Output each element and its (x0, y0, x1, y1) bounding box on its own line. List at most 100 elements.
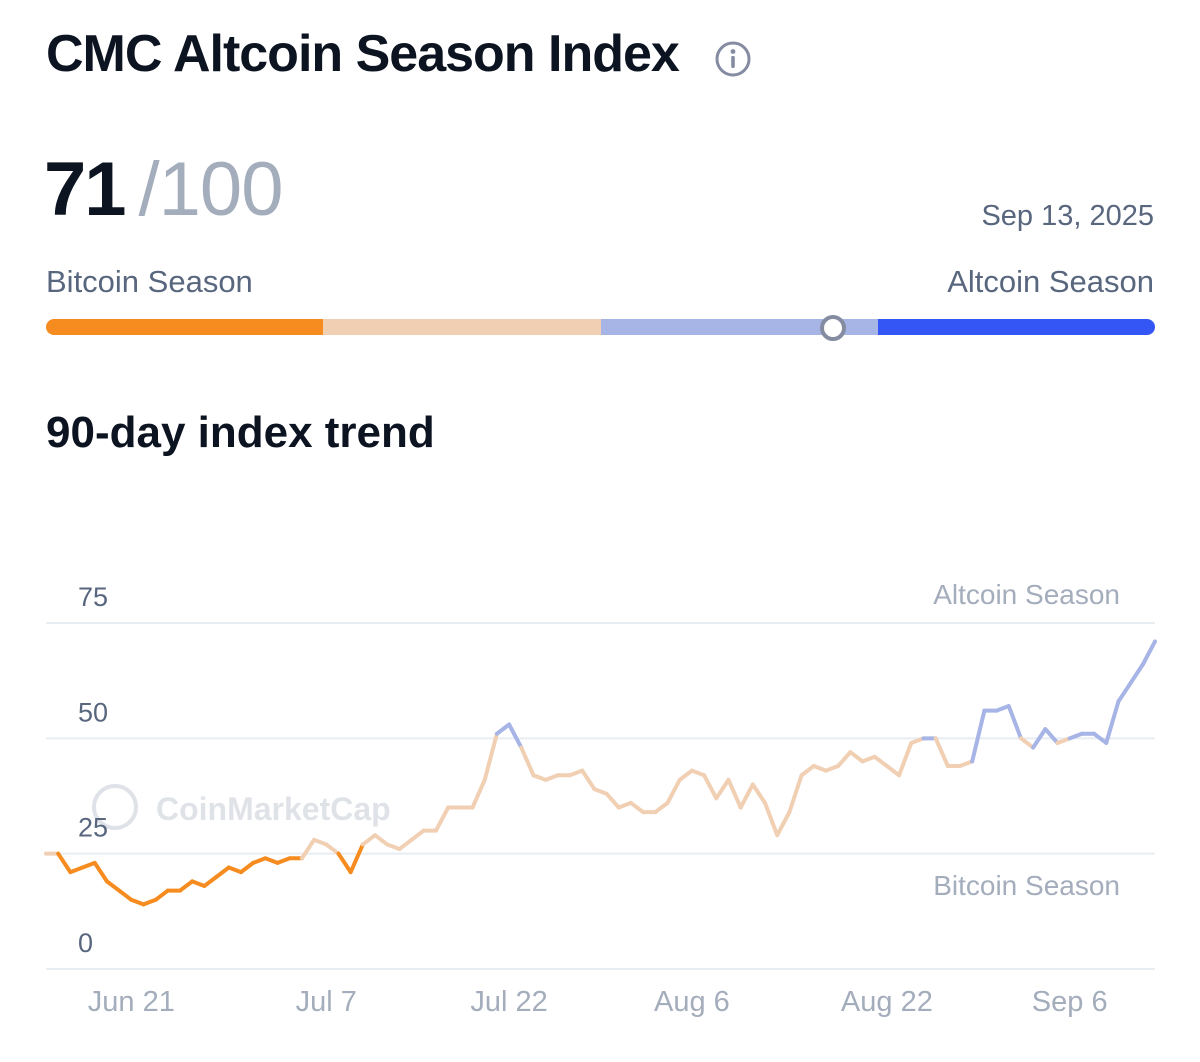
series-line-segment (360, 833, 378, 847)
series-line-segment (299, 837, 317, 861)
series-line-segment (68, 865, 85, 875)
series-line-segment (324, 842, 341, 856)
series-line-segment (336, 851, 353, 875)
series-line-segment (1128, 662, 1145, 685)
info-circle-icon[interactable] (714, 40, 752, 78)
watermark-text: CoinMarketCap (156, 791, 391, 827)
x-tick-label: Aug 22 (841, 986, 933, 1018)
series-line-segment (385, 842, 402, 852)
series-line-segment (153, 888, 170, 902)
y-tick-label: 25 (78, 813, 108, 843)
series-line-segment (1006, 704, 1023, 741)
x-tick-label: Jul 7 (296, 986, 357, 1018)
series-line-segment (409, 828, 426, 842)
series-line-segment (909, 736, 926, 745)
series-line-segment (348, 842, 365, 875)
gauge-segment-neutral-altcoin (600, 319, 878, 335)
x-tick-label: Sep 6 (1032, 986, 1108, 1018)
series-line-segment (750, 782, 768, 805)
index-date: Sep 13, 2025 (981, 200, 1154, 232)
gauge-segment-neutral-bitcoin (323, 319, 601, 335)
series-line-segment (775, 810, 792, 838)
series-line-segment (202, 874, 219, 888)
series-line-segment (1092, 731, 1109, 745)
series-line-segment (251, 856, 268, 865)
series-line-segment (104, 879, 122, 893)
series-line-segment (373, 833, 390, 847)
series-line-segment (848, 750, 865, 764)
series-line-segment (214, 865, 231, 879)
series-line-segment (397, 837, 414, 852)
series-line-segment (787, 773, 804, 815)
x-tick-label: Jun 21 (88, 986, 175, 1018)
series-line-segment (714, 777, 731, 801)
series-line-segment (811, 764, 828, 773)
series-line-segment (836, 750, 853, 769)
series-line-segment (226, 865, 243, 875)
series-line-segment (592, 787, 609, 796)
series-line-segment (1067, 731, 1084, 741)
x-tick-label: Jul 22 (470, 986, 547, 1018)
trend-chart: CoinMarketCap 0 25 50 75 Altcoin Season Bitcoi… (44, 579, 1157, 1018)
series-line-segment (616, 800, 633, 810)
score-max: /100 (138, 147, 284, 232)
series-line-segment (470, 777, 487, 810)
series-line-segment (178, 879, 195, 893)
zone-label-bitcoin: Bitcoin Season (933, 870, 1120, 901)
series-line-segment (543, 773, 560, 782)
gauge-label-bitcoin: Bitcoin Season (46, 264, 253, 299)
series-line-segment (897, 740, 914, 778)
gauge-segment-bitcoin (46, 319, 324, 335)
series-line-segment (860, 754, 877, 764)
series-line-segment (1031, 727, 1048, 750)
y-tick-label: 75 (78, 582, 108, 612)
series-line-segment (580, 768, 597, 792)
series-line-segment (433, 805, 451, 833)
series-line-segment (80, 860, 97, 870)
coinmarketcap-logo-icon (92, 784, 138, 830)
series-line-segment (129, 897, 146, 907)
series-line-segment (531, 773, 548, 782)
series-line-segment (884, 764, 902, 778)
series-line-segment (263, 856, 280, 865)
series-line-segment (519, 745, 536, 778)
series-line-segment (482, 731, 499, 782)
series-line-segment (141, 897, 158, 907)
series-line-segment (738, 782, 755, 810)
series-line-segment (1018, 736, 1036, 750)
series-line-segment (628, 800, 646, 815)
series-line-segment (702, 773, 719, 801)
series-line-segment (117, 888, 134, 902)
gauge-segment-altcoin (877, 319, 1155, 335)
gauge-label-altcoin: Altcoin Season (947, 264, 1154, 299)
x-tick-label: Aug 6 (654, 986, 730, 1018)
series-line-segment (823, 764, 841, 773)
index-score: 71/100 (44, 146, 284, 233)
series-line-segment (1055, 736, 1072, 745)
series-line-segment (763, 800, 780, 838)
y-tick-label: 0 (78, 928, 93, 958)
page-title: CMC Altcoin Season Index (46, 25, 680, 83)
series-line-segment (312, 837, 329, 847)
series-line-segment (872, 754, 889, 769)
series-line-segment (689, 768, 707, 778)
series-line-segment (665, 777, 682, 805)
series-line-segment (56, 851, 73, 875)
series-line-segment (677, 768, 694, 782)
series-line-segment (275, 856, 292, 865)
series-line-segment (1043, 727, 1060, 745)
gauge-indicator-knob (820, 315, 847, 341)
series-line-segment (1116, 680, 1133, 704)
series-line-segment (653, 800, 670, 815)
series-line-segment (604, 791, 621, 810)
series-line-segment (933, 736, 950, 769)
season-gauge-bar (46, 319, 1155, 335)
watermark: CoinMarketCap (92, 784, 391, 830)
score-value: 71 (44, 147, 127, 232)
series-line-segment (1140, 639, 1157, 667)
series-line-segment (190, 879, 207, 888)
series-line-segment (799, 764, 816, 778)
trend-title: 90-day index trend (46, 408, 435, 457)
series-line-segment (994, 704, 1011, 713)
series-line-segment (494, 722, 512, 736)
